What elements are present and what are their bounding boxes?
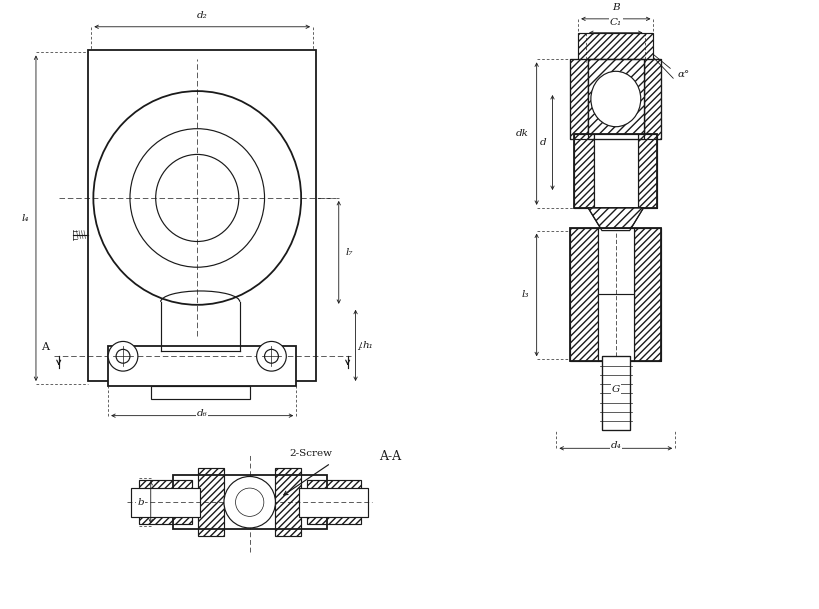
Bar <box>574 133 658 208</box>
Bar <box>574 133 594 208</box>
Circle shape <box>224 476 275 528</box>
Text: dk: dk <box>516 129 529 138</box>
Text: B: B <box>612 3 620 12</box>
Text: d: d <box>540 138 546 147</box>
Bar <box>198 468 224 537</box>
Bar <box>644 60 661 139</box>
Bar <box>602 356 630 431</box>
Text: α°: α° <box>677 70 690 79</box>
Bar <box>588 60 644 139</box>
Ellipse shape <box>590 71 640 127</box>
Text: l₇: l₇ <box>346 248 353 257</box>
Text: A: A <box>358 342 365 353</box>
Text: A-A: A-A <box>379 450 401 463</box>
Text: 2-Screw: 2-Screw <box>290 449 333 458</box>
Text: d₂: d₂ <box>197 11 207 20</box>
Bar <box>139 480 192 524</box>
Circle shape <box>236 488 264 516</box>
Ellipse shape <box>130 128 265 267</box>
Bar <box>88 49 316 381</box>
Bar <box>594 133 637 208</box>
Ellipse shape <box>93 91 301 305</box>
Text: l₃: l₃ <box>521 290 529 300</box>
Bar <box>570 60 661 139</box>
Text: d₆: d₆ <box>197 409 207 418</box>
Bar <box>578 33 654 62</box>
Text: b: b <box>138 498 144 507</box>
Bar <box>570 228 661 361</box>
Polygon shape <box>588 208 644 231</box>
Text: C₁: C₁ <box>610 18 622 27</box>
Bar <box>131 488 200 516</box>
Bar <box>634 228 661 361</box>
Bar <box>570 60 588 139</box>
Ellipse shape <box>156 155 239 242</box>
Bar <box>307 480 360 524</box>
Text: h₁: h₁ <box>363 341 373 350</box>
Circle shape <box>116 350 130 363</box>
Text: A: A <box>41 342 49 353</box>
Circle shape <box>256 342 287 371</box>
Text: d₄: d₄ <box>610 442 621 451</box>
Bar <box>299 488 369 516</box>
Bar <box>602 356 630 431</box>
Bar <box>637 133 658 208</box>
Text: G: G <box>612 385 620 394</box>
Bar <box>570 228 598 361</box>
Circle shape <box>265 350 278 363</box>
Text: l₄: l₄ <box>21 214 29 223</box>
Bar <box>588 60 644 139</box>
Bar <box>173 475 327 529</box>
Bar <box>151 386 250 399</box>
Polygon shape <box>588 60 644 139</box>
Bar <box>598 228 634 361</box>
Bar <box>108 347 296 386</box>
Bar <box>275 468 301 537</box>
Circle shape <box>108 342 138 371</box>
